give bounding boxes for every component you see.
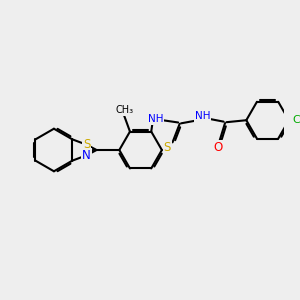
Text: N: N bbox=[82, 149, 91, 162]
Text: NH: NH bbox=[195, 111, 210, 121]
Text: NH: NH bbox=[148, 114, 163, 124]
Text: CH₃: CH₃ bbox=[115, 105, 133, 115]
Text: O: O bbox=[213, 141, 223, 154]
Text: S: S bbox=[83, 138, 90, 151]
Text: Cl: Cl bbox=[292, 115, 300, 125]
Text: S: S bbox=[164, 141, 171, 154]
